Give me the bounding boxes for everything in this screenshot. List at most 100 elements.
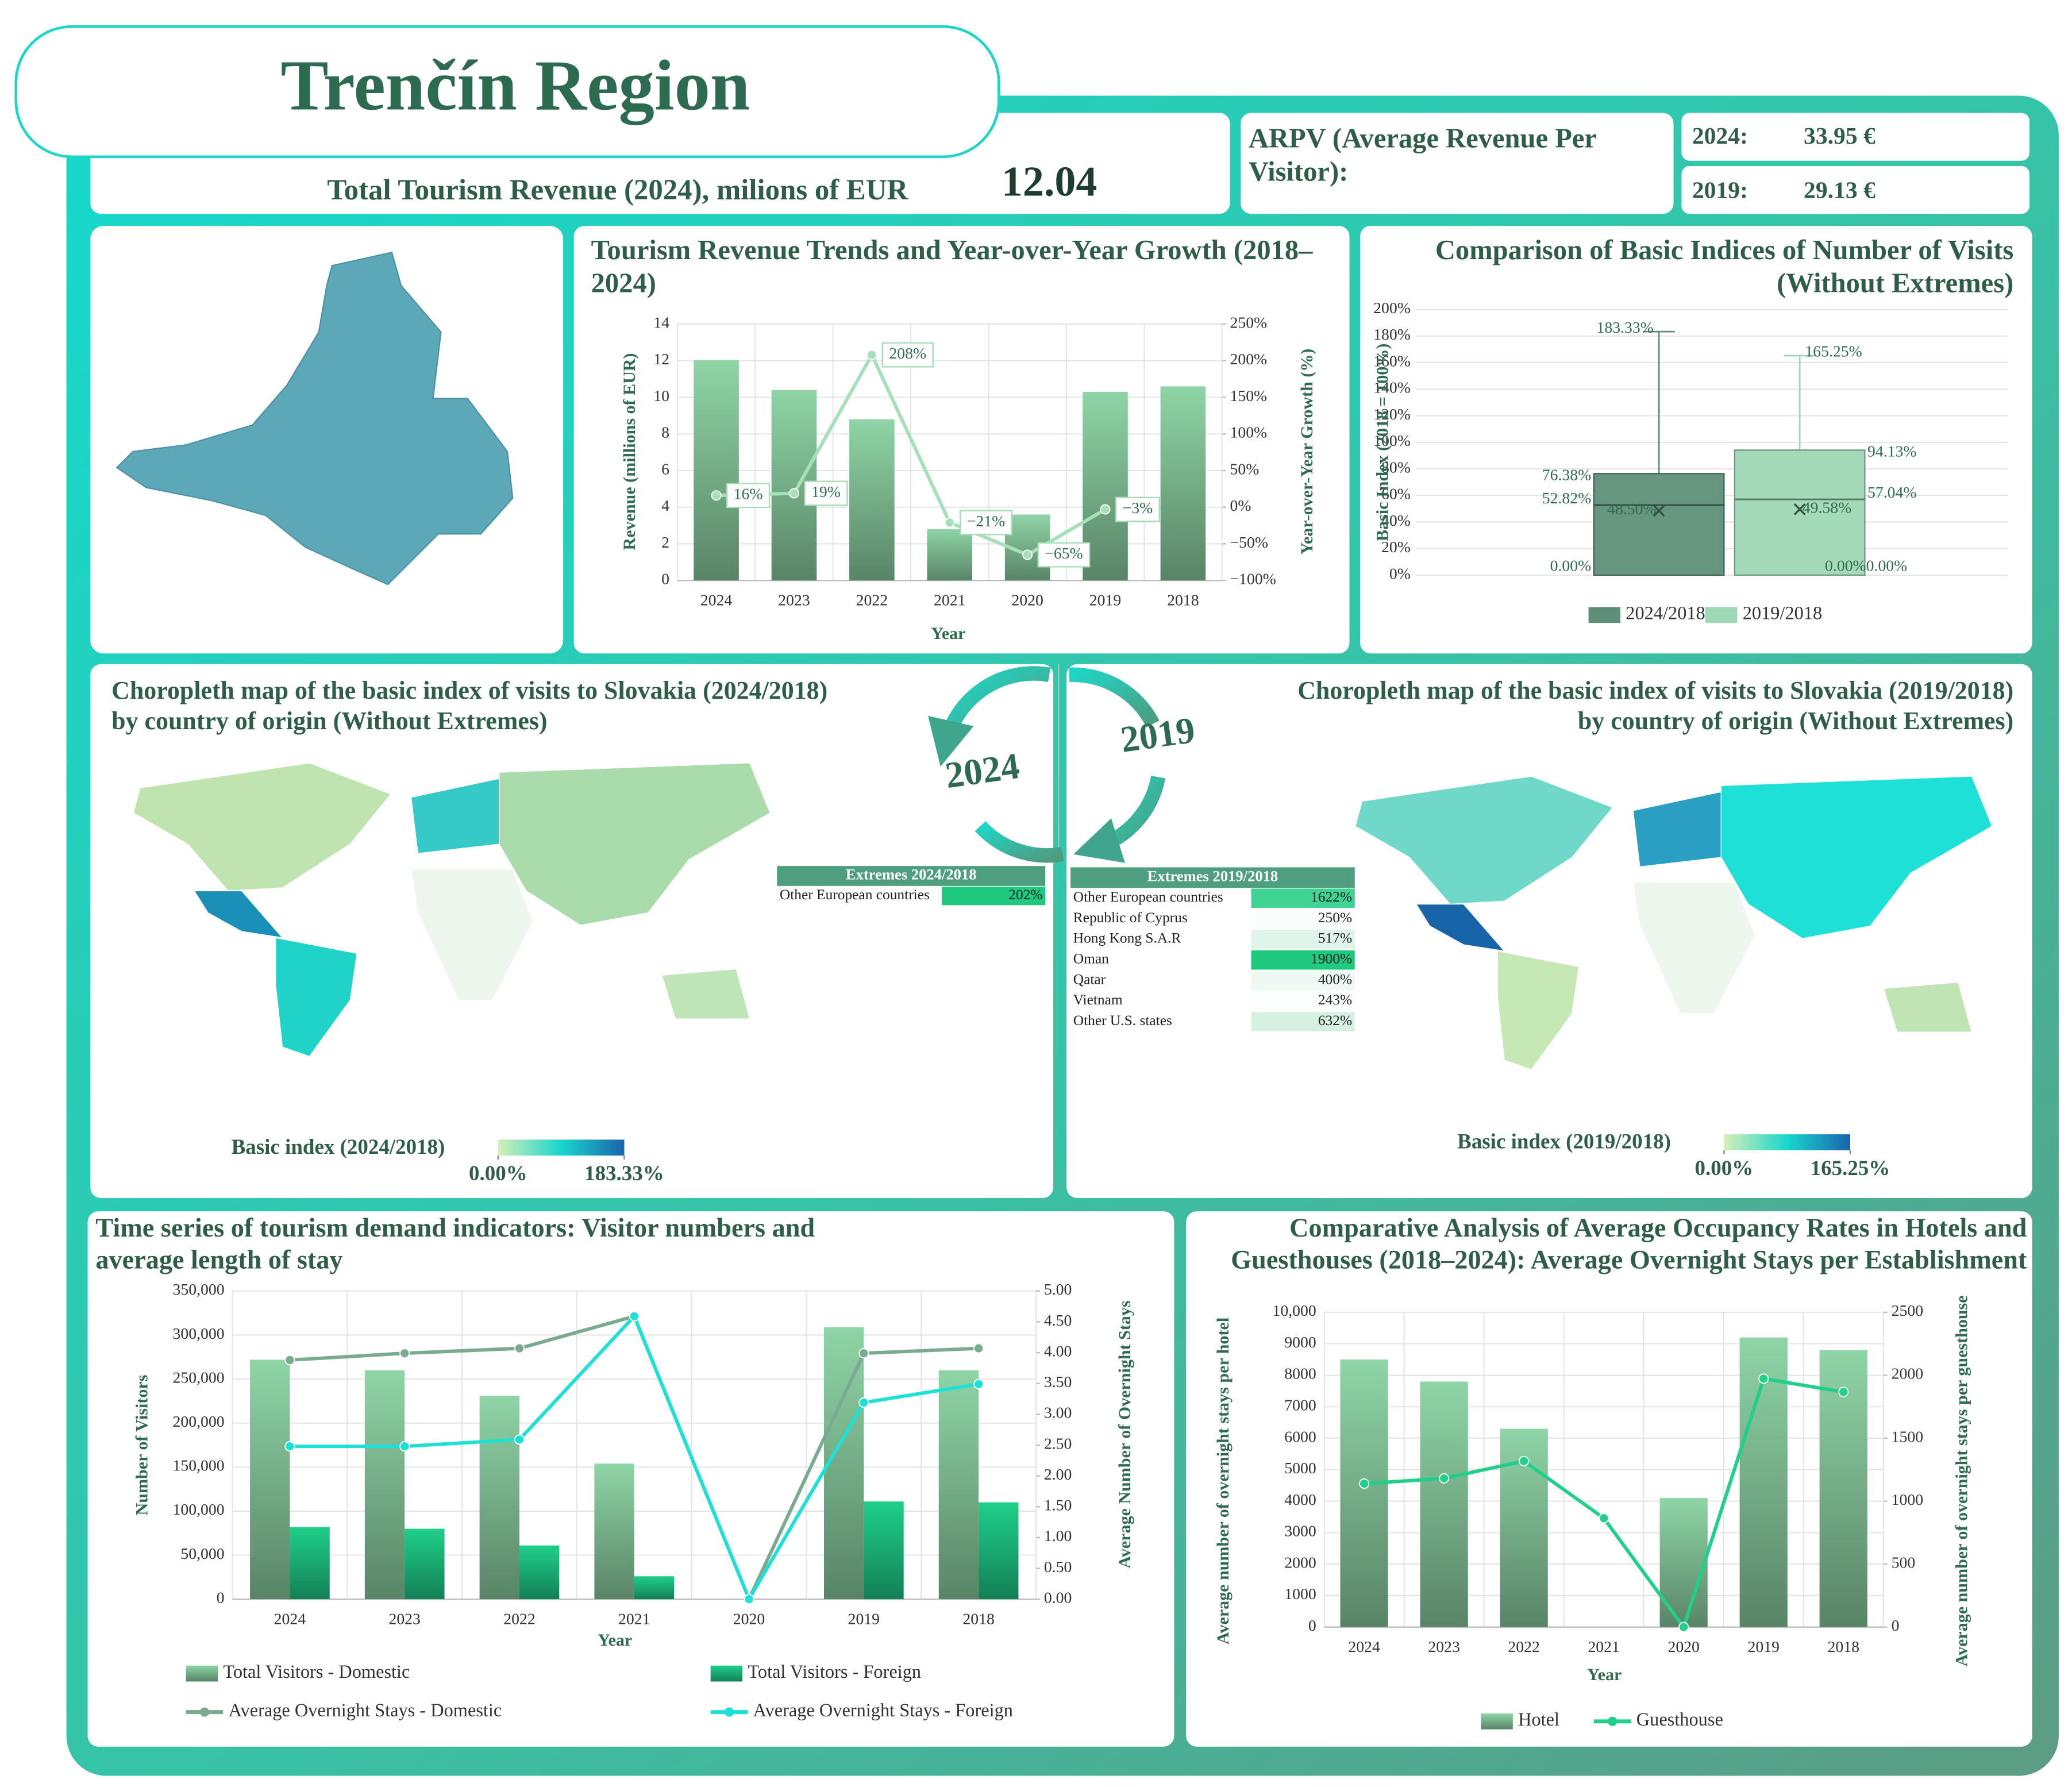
- value-label: 0.00%: [1550, 556, 1592, 574]
- x-tick-label: 2020: [1667, 1638, 1699, 1655]
- table-cell: 1900%: [1311, 951, 1352, 967]
- mean-marker: [1653, 504, 1665, 517]
- axis-title: Year: [598, 1630, 632, 1650]
- cycle-arrow: [1069, 667, 1160, 727]
- y2-tick-label: 1.00: [1044, 1527, 1072, 1545]
- line-marker: [399, 1441, 410, 1452]
- legend-swatch: [1481, 1713, 1513, 1730]
- cycle-arrow: [1073, 775, 1166, 863]
- chart-title-box: Choropleth map of the basic index of vis…: [111, 677, 828, 736]
- y-tick-label: 80%: [1381, 458, 1411, 476]
- line-marker: [1439, 1473, 1450, 1484]
- table-cell: 517%: [1318, 930, 1352, 946]
- y2-tick-label: 250%: [1230, 313, 1267, 331]
- y-tick-label: 200%: [1373, 299, 1411, 317]
- value-label: 0.00%: [1825, 556, 1866, 574]
- y-tick-label: 0: [1308, 1616, 1316, 1634]
- value-label-box: [1037, 542, 1091, 568]
- y-tick-label: 20%: [1381, 538, 1411, 556]
- legend-label: Average Overnight Stays - Domestic: [229, 1700, 502, 1720]
- colorbar-label: 0.00%: [1695, 1156, 1754, 1180]
- y2-tick-label: 0: [1892, 1616, 1900, 1634]
- y-tick-label: 2: [661, 533, 669, 551]
- country-area: [1632, 881, 1755, 1014]
- line-marker: [1678, 1622, 1689, 1632]
- axis-title: Average Number of Overnight Stays: [1115, 1300, 1134, 1568]
- table-cell-fill: [1251, 970, 1355, 991]
- y-tick-label: 100%: [1373, 432, 1411, 449]
- x-tick-label: 2019: [1748, 1638, 1780, 1655]
- legend-title: Basic index (2024/2018): [232, 1135, 445, 1159]
- arpv-year: 2019:: [1692, 177, 1748, 203]
- axis-title: Number of Visitors: [132, 1375, 152, 1516]
- colorbar: [1724, 1134, 1850, 1150]
- x-tick-label: 2018: [1167, 591, 1199, 609]
- value-label: 49.58%: [1803, 499, 1851, 517]
- arpv-year: 2024:: [1692, 122, 1748, 149]
- value-label: 16%: [734, 485, 763, 503]
- cycle-arrow: [928, 666, 1051, 767]
- bar: [823, 1327, 864, 1600]
- x-tick-label: 2020: [733, 1609, 765, 1627]
- table-cell: Vietnam: [1073, 992, 1123, 1008]
- x-tick-label: 2020: [1011, 591, 1043, 609]
- revenue-value: 12.04: [1002, 158, 1097, 205]
- line-marker: [1022, 549, 1033, 560]
- x-tick-label: 2022: [503, 1609, 535, 1627]
- chart-title: Tourism Revenue Trends and Year-over-Yea…: [591, 233, 1313, 299]
- chart-title: Choropleth map of the basic index of vis…: [111, 677, 828, 736]
- y-tick-label: 120%: [1373, 405, 1411, 423]
- line-marker: [1758, 1373, 1769, 1384]
- x-tick-label: 2024: [1348, 1638, 1380, 1655]
- table-cell-fill: [1251, 1012, 1355, 1031]
- x-tick-label: 2021: [934, 591, 965, 609]
- line-marker: [1519, 1455, 1530, 1466]
- y-tick-label: 6: [661, 460, 669, 477]
- bar: [694, 360, 739, 581]
- legend-swatch: [186, 1665, 218, 1682]
- bar: [250, 1359, 290, 1600]
- table-cell: Oman: [1073, 951, 1109, 967]
- table-cell-fill: [1251, 950, 1355, 970]
- value-label: 165.25%: [1805, 342, 1862, 360]
- arpv-box: ARPV (Average Revenue Per Visitor):: [1249, 122, 1596, 188]
- colorbar: [498, 1139, 625, 1156]
- y2-tick-label: 1000: [1892, 1491, 1923, 1508]
- chart-title-box: Time series of tourism demand indicators…: [95, 1214, 815, 1275]
- axis-title: Basic Index (2018 = 100%): [1373, 344, 1392, 541]
- bar: [634, 1576, 675, 1600]
- line-marker: [744, 1594, 754, 1605]
- x-tick-label: 2023: [388, 1609, 420, 1627]
- country-area: [193, 890, 284, 938]
- line-marker: [514, 1343, 525, 1354]
- table-title: Extremes 2019/2018: [1147, 867, 1278, 884]
- y2-tick-label: 2000: [1892, 1365, 1923, 1382]
- value-label-box: [726, 483, 771, 509]
- legend-title: Basic index (2019/2018): [1457, 1130, 1671, 1154]
- bar: [849, 419, 895, 581]
- y-tick-label: 150,000: [173, 1457, 225, 1474]
- line-marker: [858, 1348, 869, 1359]
- arpv-value: 33.95 €: [1804, 122, 1875, 149]
- table-title: Extremes 2024/2018: [846, 866, 977, 883]
- table-cell: Other European countries: [1073, 889, 1223, 905]
- bar: [519, 1545, 560, 1600]
- title-pill: [14, 25, 1000, 159]
- x-tick-label: 2018: [1828, 1638, 1859, 1655]
- table-cell-fill: [941, 886, 1046, 906]
- table-cell: Republic of Cyprus: [1073, 910, 1188, 926]
- y-tick-label: 10: [653, 387, 669, 405]
- table-cell: Hong Kong S.A.R: [1073, 930, 1181, 946]
- arpv-panel: [1240, 113, 1674, 214]
- y-tick-label: 4000: [1284, 1491, 1316, 1508]
- arpv-row-panel: [1681, 113, 2030, 161]
- table-cell: 400%: [1318, 971, 1352, 987]
- y-tick-label: 2000: [1284, 1553, 1316, 1571]
- y2-tick-label: 50%: [1230, 460, 1259, 477]
- country-area: [1720, 776, 1993, 939]
- y2-tick-label: 0.00: [1044, 1588, 1072, 1606]
- y2-tick-label: 2500: [1892, 1301, 1923, 1319]
- y-tick-label: 140%: [1373, 379, 1411, 396]
- y-tick-label: 0: [661, 570, 669, 588]
